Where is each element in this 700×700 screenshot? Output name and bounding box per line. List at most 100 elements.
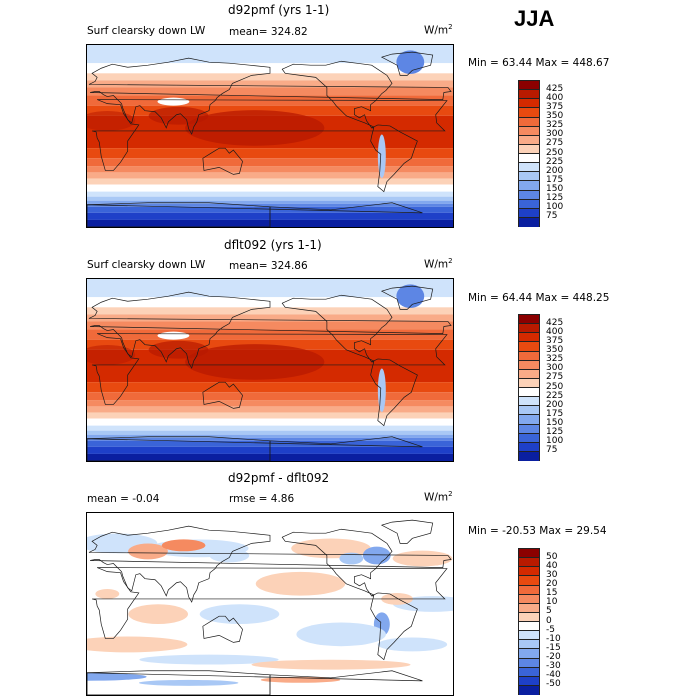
field-band: [87, 392, 453, 401]
field-band: [87, 434, 453, 438]
colorbar-box: [518, 387, 540, 397]
colorbar-box: [518, 350, 540, 361]
coastline-samerica: [370, 124, 418, 193]
diff-blob: [128, 543, 168, 560]
diff-blob: [377, 637, 448, 652]
colorbar-label: 200: [546, 399, 564, 410]
coastline-antarctica2: [87, 202, 423, 227]
colorbar-label: 400: [546, 92, 564, 103]
colorbar-box: [518, 332, 540, 342]
coastline-australia: [202, 381, 243, 409]
colorbar-label: 300: [546, 129, 564, 140]
colorbar-box: [518, 396, 540, 406]
colorbar-box: [518, 180, 540, 190]
colorbar-box: [518, 602, 540, 613]
colorbar-box: [518, 216, 540, 227]
panel1-subtitle: Surf clearsky down LW: [87, 25, 206, 37]
panel2-title: dflt092 (yrs 1-1): [224, 238, 322, 252]
coastline-eurasia: [88, 57, 452, 135]
colorbar-box: [518, 557, 540, 567]
colorbar-label: 275: [546, 138, 564, 149]
field-band: [87, 166, 453, 173]
field-band: [87, 45, 453, 64]
andes-low: [377, 134, 386, 178]
coastline-namerica: [281, 60, 393, 129]
colorbar-label: 5: [546, 606, 552, 617]
diff-blob: [199, 604, 280, 625]
warm-pool-pacific: [185, 110, 325, 146]
colorbar-box: [518, 621, 540, 631]
panel1-units: W/m2: [424, 23, 453, 37]
diff-blob: [139, 654, 279, 665]
colorbar-label: 40: [546, 560, 558, 571]
field-band: [87, 73, 453, 81]
colorbar-label: 325: [546, 120, 564, 131]
greenland-low: [396, 284, 425, 309]
colorbar-box: [518, 143, 540, 154]
coastline-greenland: [380, 519, 434, 544]
colorbar-label: 75: [546, 445, 558, 456]
field-band: [87, 80, 453, 88]
colorbar-box: [518, 368, 540, 379]
colorbar-box: [518, 207, 540, 218]
field-band: [87, 321, 453, 330]
colorbar-label: 350: [546, 345, 564, 355]
colorbar-label: 350: [546, 111, 564, 121]
warm-pool-pacific: [185, 344, 325, 380]
colorbar-label: -40: [546, 670, 561, 681]
colorbar-label: -50: [546, 679, 561, 690]
field-band: [87, 314, 453, 322]
panel3-map: [86, 512, 454, 696]
field-band: [87, 203, 453, 207]
field-band: [87, 200, 453, 204]
colorbar-label: 75: [546, 211, 558, 222]
colorbar-box: [518, 675, 540, 686]
field-band: [87, 418, 453, 426]
diff-blob: [87, 636, 188, 653]
colorbar-label: 225: [546, 390, 564, 401]
colorbar-label: 50: [546, 551, 558, 562]
colorbar-box: [518, 575, 540, 585]
coastline-eurasia: [88, 525, 452, 603]
field-band: [87, 196, 453, 201]
panel3-units: W/m2: [424, 490, 453, 504]
colorbar-label: -15: [546, 642, 561, 653]
colorbar-label: 275: [546, 372, 564, 383]
colorbar-label: -5: [546, 624, 555, 635]
field-band: [87, 148, 453, 159]
panel2-units: W/m2: [424, 257, 453, 271]
panel3-rmse: rmse = 4.86: [229, 493, 295, 505]
colorbar-box: [518, 432, 540, 443]
colorbar-box: [518, 611, 540, 622]
colorbar-label: 375: [546, 335, 564, 346]
colorbar-label: -30: [546, 661, 561, 672]
colorbar-label: 400: [546, 326, 564, 337]
colorbar-box: [518, 566, 540, 576]
panel2-map: [86, 278, 454, 462]
colorbar-box: [518, 414, 540, 424]
colorbar-label: 20: [546, 579, 558, 589]
panel2-subtitle: Surf clearsky down LW: [87, 259, 206, 271]
diff-blob: [95, 588, 120, 599]
diff-blob: [251, 659, 411, 670]
diff-blob: [392, 550, 453, 567]
panel2-mean: mean= 324.86: [229, 260, 308, 272]
diff-blob: [296, 622, 386, 647]
coastline-namerica: [281, 294, 393, 363]
field-band: [87, 329, 453, 340]
coastline-australia: [202, 147, 243, 175]
colorbar-box: [518, 359, 540, 370]
colorbar-label: 250: [546, 147, 564, 158]
colorbar-box: [518, 153, 540, 163]
colorbar-label: 150: [546, 418, 564, 428]
colorbar-label: 250: [546, 381, 564, 392]
diff-blob: [339, 552, 364, 565]
colorbar-label: 200: [546, 165, 564, 176]
field-plot: [87, 279, 453, 461]
tibet-low: [157, 97, 190, 106]
coastline-samerica: [370, 592, 418, 661]
diff-blob: [255, 571, 346, 596]
field-band: [87, 87, 453, 96]
panel2-minmax: Min = 64.44 Max = 448.25: [468, 292, 610, 304]
season-label: JJA: [514, 6, 555, 31]
